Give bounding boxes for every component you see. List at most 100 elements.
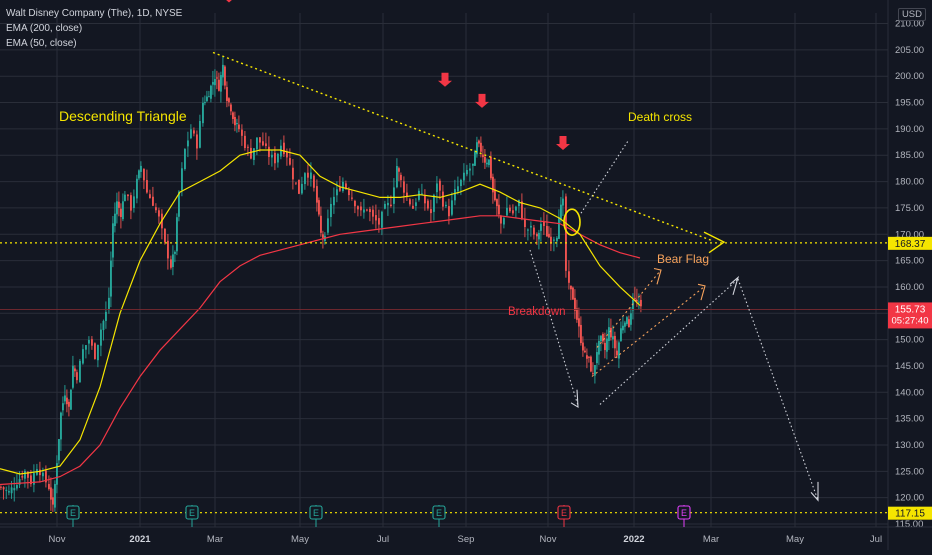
candle-body[interactable] [259,137,261,143]
candle-body[interactable] [85,345,87,350]
currency-button[interactable]: USD [897,8,926,21]
candle-body[interactable] [439,180,441,191]
candle-body[interactable] [130,195,132,211]
candle-body[interactable] [94,343,96,359]
candle-body[interactable] [138,170,140,179]
candle-body[interactable] [24,470,26,479]
candle-body[interactable] [316,186,318,203]
candle-body[interactable] [503,218,505,225]
candle-body[interactable] [521,201,523,219]
candle-body[interactable] [100,329,102,346]
candle-body[interactable] [543,221,545,227]
candle-body[interactable] [70,389,72,410]
candle-body[interactable] [622,325,624,331]
bear-flag-lower[interactable] [591,286,705,377]
candle-body[interactable] [140,165,142,172]
candle-body[interactable] [634,297,636,299]
candle-body[interactable] [164,228,166,243]
candle-body[interactable] [102,320,105,331]
candle-body[interactable] [596,352,598,364]
candle-body[interactable] [594,365,596,376]
candle-body[interactable] [616,350,618,356]
candle-body[interactable] [436,183,438,193]
candle-body[interactable] [357,206,359,210]
candle-body[interactable] [586,355,588,359]
candle-body[interactable] [286,151,288,158]
candle-body[interactable] [626,317,628,324]
candle-body[interactable] [381,211,383,228]
candle-body[interactable] [196,134,198,149]
candle-body[interactable] [606,338,608,352]
candle-body[interactable] [149,194,151,199]
candle-body[interactable] [565,196,567,271]
candle-body[interactable] [133,196,135,209]
candle-body[interactable] [0,486,2,488]
candle-body[interactable] [58,439,60,461]
candle-body[interactable] [146,180,148,193]
candle-body[interactable] [474,151,476,166]
candle-body[interactable] [143,168,145,181]
candle-body[interactable] [277,153,279,163]
candle-body[interactable] [21,475,24,478]
candle-body[interactable] [574,297,576,311]
candle-body[interactable] [262,141,264,146]
candle-body[interactable] [488,159,490,166]
candle-body[interactable] [152,196,154,206]
candle-body[interactable] [304,173,306,185]
candle-body[interactable] [238,124,240,130]
candle-body[interactable] [636,300,638,302]
candle-body[interactable] [289,158,291,165]
candle-body[interactable] [460,179,462,187]
candle-body[interactable] [560,204,562,221]
candle-body[interactable] [390,204,392,207]
candle-body[interactable] [469,168,471,171]
candle-body[interactable] [614,335,616,349]
candle-body[interactable] [320,215,322,233]
ema200-line[interactable] [0,215,641,486]
candle-body[interactable] [202,102,204,124]
candle-body[interactable] [630,313,632,325]
candle-body[interactable] [214,79,216,86]
candle-body[interactable] [556,237,558,242]
candle-body[interactable] [220,75,222,92]
candle-body[interactable] [234,116,236,126]
candle-body[interactable] [578,318,580,327]
candle-body[interactable] [16,485,18,489]
candle-body[interactable] [618,342,620,359]
candle-body[interactable] [592,373,594,375]
candle-body[interactable] [351,197,353,199]
candle-body[interactable] [178,191,180,217]
candle-body[interactable] [256,137,258,150]
candle-body[interactable] [120,208,122,217]
candle-body[interactable] [400,174,402,181]
candle-body[interactable] [348,190,350,196]
ema50-line[interactable] [0,149,641,475]
candle-body[interactable] [114,213,116,227]
candle-body[interactable] [339,187,341,191]
candle-body[interactable] [64,395,66,402]
candle-body[interactable] [283,142,285,155]
candle-body[interactable] [398,168,400,172]
candle-body[interactable] [482,154,484,158]
candle-body[interactable] [74,368,76,372]
candle-body[interactable] [498,204,500,215]
candle-body[interactable] [598,340,600,355]
candle-body[interactable] [193,130,195,134]
candle-body[interactable] [56,463,58,485]
candle-body[interactable] [190,129,192,139]
candle-body[interactable] [48,484,50,490]
candle-body[interactable] [512,210,514,214]
candle-body[interactable] [363,209,365,213]
candle-body[interactable] [313,175,315,188]
candle-body[interactable] [54,484,56,508]
candle-body[interactable] [108,297,110,309]
candle-body[interactable] [301,183,303,194]
candle-body[interactable] [500,216,502,224]
candle-body[interactable] [457,186,459,192]
candle-body[interactable] [466,170,468,175]
candle-body[interactable] [30,475,32,485]
candle-body[interactable] [268,146,270,157]
candle-body[interactable] [136,178,138,199]
candle-body[interactable] [600,335,602,342]
